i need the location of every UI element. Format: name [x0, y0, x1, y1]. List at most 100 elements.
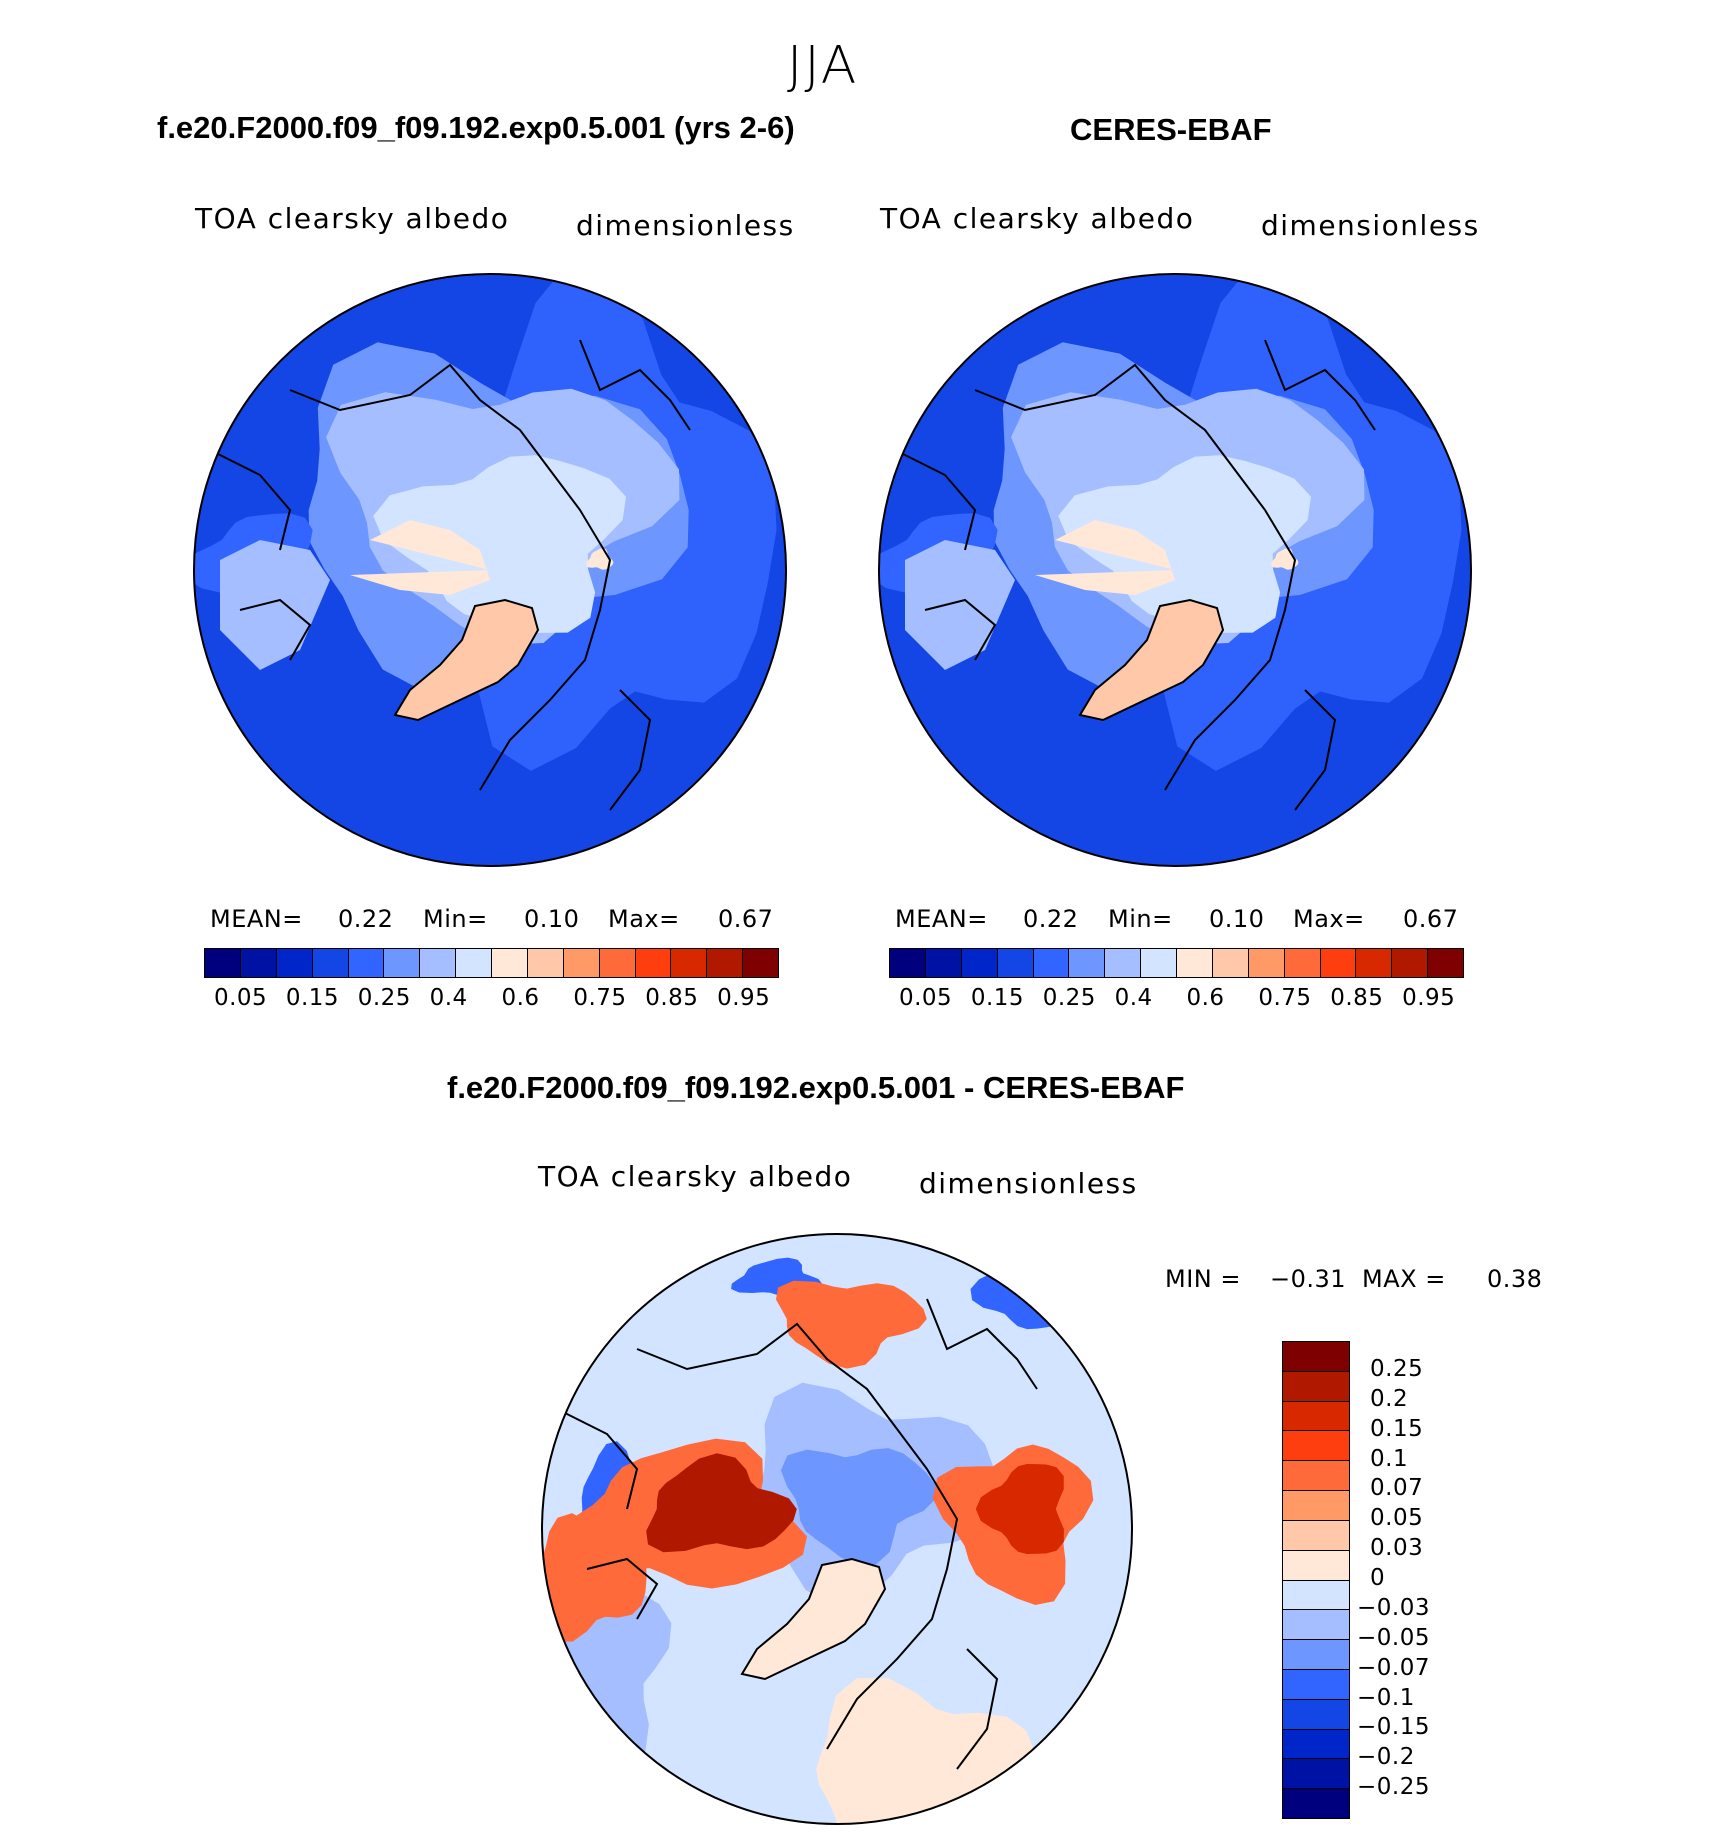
- diff-map-border: [541, 1233, 1133, 1825]
- panel2-coastline: [1264, 339, 1376, 431]
- diff-colorbar-tick-label: 0.25: [1370, 1355, 1424, 1382]
- diff-colorbar-tick-label: −0.1: [1357, 1684, 1415, 1711]
- panel2-title: CERES-EBAF: [1070, 112, 1272, 147]
- panel1-max-label: Max=: [608, 905, 680, 933]
- panel2-colorbar: [889, 948, 1464, 978]
- panel1-colorbar-swatch: [420, 949, 457, 977]
- panel1-colorbar-swatch: [240, 949, 277, 977]
- panel2-colorbar-swatch: [1177, 949, 1213, 977]
- panel1-colorbar-tick-label: 0.85: [645, 985, 699, 1011]
- panel2-colorbar-swatch: [997, 949, 1034, 977]
- panel2-coastline-greenland: [1078, 598, 1225, 722]
- panel1-map-field: [194, 274, 786, 866]
- diff-coastline: [556, 1408, 639, 1510]
- diff-coastline: [586, 1557, 659, 1620]
- panel2-colorbar-tick-label: 0.95: [1402, 985, 1456, 1011]
- panel2-greenland: [1080, 600, 1223, 720]
- panel1-colorbar-swatch: [384, 949, 421, 977]
- panel1-colorbar-tick-label: 0.05: [213, 985, 268, 1011]
- panel1-colorbar: [204, 948, 779, 978]
- panel1-coastline: [579, 339, 691, 431]
- panel1-map-border: [193, 273, 787, 867]
- panel1-colorbar-tick-label: 0.95: [717, 985, 771, 1011]
- panel1-colorbar-swatch: [671, 949, 708, 977]
- panel2-colorbar-swatch: [1428, 949, 1463, 977]
- panel2-map-field: [879, 274, 1471, 866]
- diff-colorbar-swatch: [1283, 1759, 1349, 1790]
- panel1-min-value: 0.10: [524, 905, 580, 933]
- panel2-min-label: Min=: [1108, 905, 1173, 933]
- panel1-colorbar-swatch: [635, 949, 672, 977]
- panel1-colorbar-tick-label: 0.4: [429, 985, 468, 1011]
- diff-colorbar-swatch: [1283, 1580, 1349, 1611]
- diff-diff-siberia-pos: [776, 1280, 927, 1369]
- diff-colorbar-swatch: [1283, 1491, 1349, 1521]
- panel1-colorbar-swatch: [707, 949, 744, 977]
- panel2-coastline: [1294, 689, 1337, 811]
- panel1-colorbar-tick-label: 0.6: [501, 985, 540, 1011]
- panel2-coastline: [924, 598, 997, 661]
- diff-colorbar-tick-label: 0: [1370, 1565, 1386, 1591]
- panel2-colorbar-swatch: [1069, 949, 1106, 977]
- diff-colorbar-swatch: [1283, 1669, 1349, 1700]
- panel1-units-label: dimensionless: [576, 209, 795, 242]
- diff-colorbar-tick-label: −0.25: [1357, 1774, 1430, 1801]
- diff-colorbar-swatch: [1283, 1461, 1349, 1492]
- panel2-colorbar-tick-label: 0.05: [898, 985, 953, 1011]
- diff-diff-scandinavia-core: [975, 1464, 1064, 1554]
- panel1-coastline: [239, 598, 312, 661]
- panel2-colorbar-swatch: [1212, 949, 1249, 977]
- panel2-colorbar-swatch: [1105, 949, 1142, 977]
- panel2-coastline: [894, 449, 977, 551]
- panel2-coastline: [974, 363, 1297, 791]
- panel1-coastline-greenland: [393, 598, 540, 722]
- panel1-coastline: [289, 363, 612, 791]
- panel1-max-value: 0.67: [718, 905, 774, 933]
- panel2-colorbar-tick-label: 0.15: [970, 985, 1025, 1011]
- panel1-colorbar-swatch: [205, 949, 241, 977]
- diff-colorbar-tick-label: 0.07: [1370, 1475, 1424, 1502]
- season-title: JJA: [787, 36, 859, 96]
- diff-coastline: [636, 1322, 959, 1750]
- diff-min-value: −0.31: [1270, 1265, 1347, 1293]
- panel1-colorbar-swatch: [743, 949, 778, 977]
- panel2-colorbar-swatch: [925, 949, 962, 977]
- panel1-colorbar-swatch: [563, 949, 600, 977]
- panel1-colorbar-tick-label: 0.15: [285, 985, 340, 1011]
- diff-colorbar-swatch: [1283, 1610, 1349, 1641]
- diff-variable-label: TOA clearsky albedo: [538, 1160, 853, 1193]
- diff-colorbar-tick-label: −0.03: [1357, 1594, 1430, 1621]
- panel1-greenland: [395, 600, 538, 720]
- diff-colorbar-tick-label: −0.2: [1357, 1744, 1415, 1771]
- panel1-colorbar-swatch: [456, 949, 492, 977]
- panel2-colorbar-swatch: [1033, 949, 1070, 977]
- diff-colorbar-tick-label: 0.05: [1370, 1505, 1424, 1532]
- diff-coastline: [956, 1648, 999, 1770]
- panel2-colorbar-tick-label: 0.75: [1258, 985, 1312, 1011]
- panel2-colorbar-tick-label: 0.6: [1186, 985, 1225, 1011]
- panel1-colorbar-swatch: [492, 949, 528, 977]
- panel2-max-label: Max=: [1293, 905, 1365, 933]
- panel2-colorbar-tick-label: 0.85: [1330, 985, 1384, 1011]
- panel2-colorbar-swatch: [1392, 949, 1429, 977]
- diff-coastline-greenland: [740, 1557, 887, 1681]
- diff-title: f.e20.F2000.f09_f09.192.exp0.5.001 - CER…: [447, 1070, 1185, 1105]
- panel1-colorbar-swatch: [348, 949, 385, 977]
- panel2-archipelago: [1035, 520, 1175, 595]
- panel1-coastline: [209, 449, 292, 551]
- panel1-archipelago: [350, 520, 490, 595]
- diff-diff-ice-neg-core: [780, 1448, 936, 1566]
- panel2-mean-value: 0.22: [1023, 905, 1079, 933]
- panel1-colorbar-swatch: [312, 949, 349, 977]
- panel1-colorbar-tick-label: 0.75: [573, 985, 627, 1011]
- panel1-min-label: Min=: [423, 905, 488, 933]
- diff-colorbar-swatch: [1283, 1729, 1349, 1760]
- diff-colorbar-swatch: [1283, 1342, 1349, 1372]
- diff-colorbar-tick-label: 0.03: [1370, 1535, 1424, 1562]
- diff-colorbar: [1282, 1341, 1350, 1819]
- panel1-mean-value: 0.22: [338, 905, 394, 933]
- panel2-mean-label: MEAN=: [895, 905, 988, 933]
- diff-colorbar-tick-label: 0.2: [1370, 1385, 1409, 1412]
- diff-colorbar-tick-label: 0.1: [1370, 1445, 1409, 1472]
